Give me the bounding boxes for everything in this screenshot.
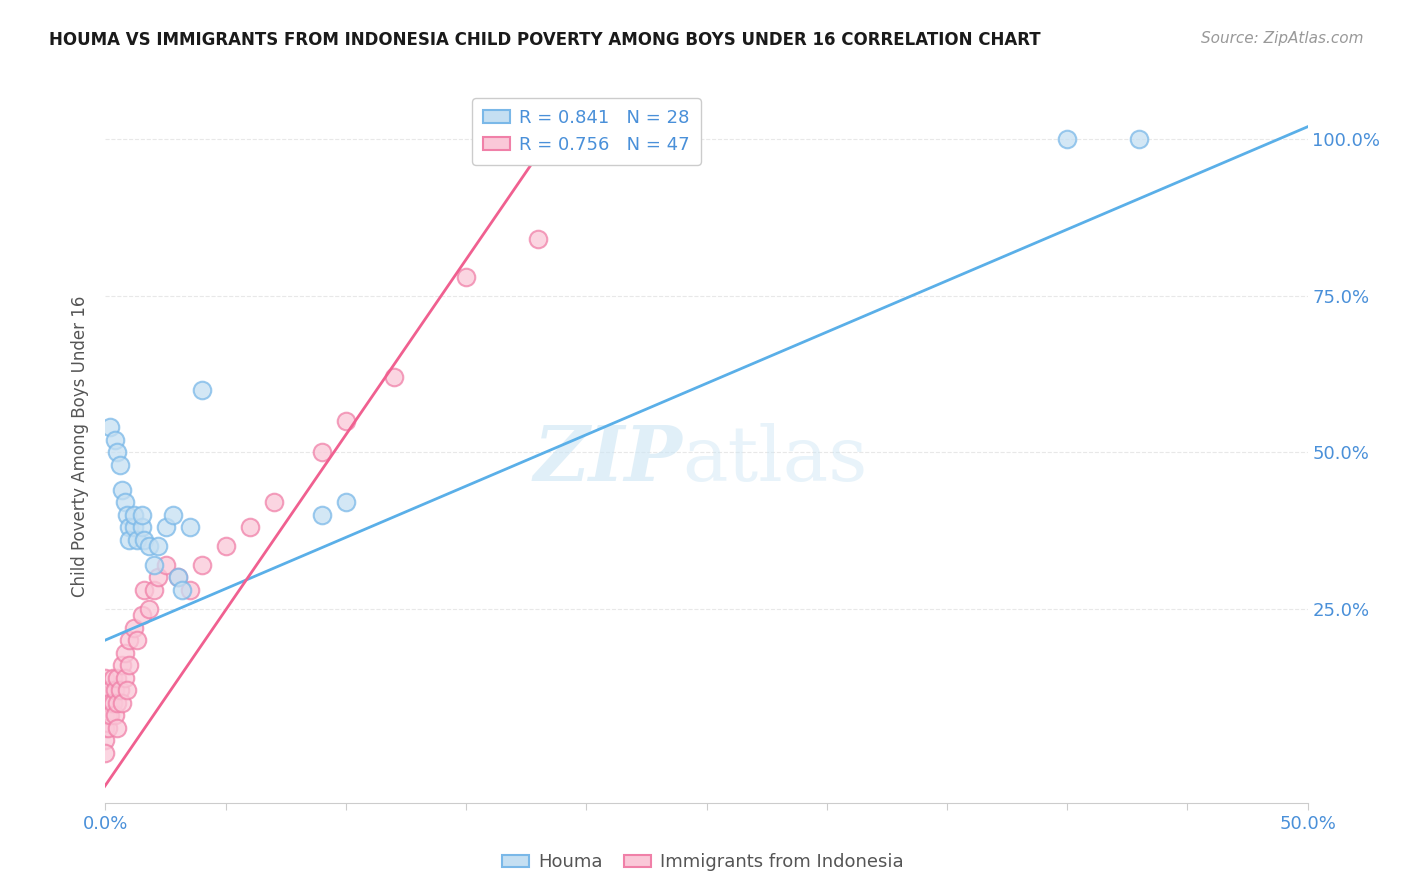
Point xyxy=(108,683,131,698)
Point xyxy=(108,458,131,472)
Point xyxy=(138,539,160,553)
Point xyxy=(104,433,127,447)
Text: HOUMA VS IMMIGRANTS FROM INDONESIA CHILD POVERTY AMONG BOYS UNDER 16 CORRELATION: HOUMA VS IMMIGRANTS FROM INDONESIA CHILD… xyxy=(49,31,1040,49)
Point xyxy=(94,746,117,760)
Point xyxy=(132,533,155,547)
Point xyxy=(115,683,138,698)
Point xyxy=(166,570,188,584)
Point xyxy=(125,533,148,547)
Point xyxy=(124,508,146,522)
Point xyxy=(118,533,141,547)
Point xyxy=(98,683,121,698)
Point xyxy=(1056,132,1078,146)
Point xyxy=(115,508,138,522)
Point xyxy=(148,539,170,553)
Point xyxy=(114,495,136,509)
Point xyxy=(118,520,141,534)
Point xyxy=(101,696,124,710)
Point xyxy=(107,671,129,685)
Point xyxy=(311,508,333,522)
Point xyxy=(527,232,550,246)
Point xyxy=(107,445,129,459)
Point xyxy=(94,683,117,698)
Point xyxy=(97,708,120,723)
Point xyxy=(97,721,120,735)
Point xyxy=(114,671,136,685)
Point xyxy=(94,721,117,735)
Point xyxy=(179,582,201,597)
Point xyxy=(263,495,285,509)
Point xyxy=(335,495,357,509)
Point xyxy=(111,658,134,673)
Point xyxy=(142,558,165,572)
Point xyxy=(111,696,134,710)
Point xyxy=(239,520,262,534)
Point xyxy=(114,646,136,660)
Point xyxy=(94,708,117,723)
Point xyxy=(190,558,212,572)
Point xyxy=(118,633,141,648)
Point xyxy=(148,570,170,584)
Point xyxy=(179,520,201,534)
Point xyxy=(94,696,117,710)
Point xyxy=(131,508,153,522)
Point xyxy=(98,708,121,723)
Legend: R = 0.841   N = 28, R = 0.756   N = 47: R = 0.841 N = 28, R = 0.756 N = 47 xyxy=(472,98,700,165)
Point xyxy=(454,270,477,285)
Legend: Houma, Immigrants from Indonesia: Houma, Immigrants from Indonesia xyxy=(495,847,911,879)
Point xyxy=(104,683,127,698)
Point xyxy=(132,582,155,597)
Point xyxy=(98,420,121,434)
Point xyxy=(335,414,357,428)
Point xyxy=(124,621,146,635)
Point xyxy=(311,445,333,459)
Point xyxy=(131,607,153,622)
Point xyxy=(214,539,236,553)
Text: atlas: atlas xyxy=(682,424,868,497)
Point xyxy=(94,733,117,747)
Point xyxy=(162,508,184,522)
Point xyxy=(111,483,134,497)
Point xyxy=(104,708,127,723)
Point xyxy=(125,633,148,648)
Text: ZIP: ZIP xyxy=(534,424,682,497)
Point xyxy=(166,570,188,584)
Point xyxy=(155,520,177,534)
Text: Source: ZipAtlas.com: Source: ZipAtlas.com xyxy=(1201,31,1364,46)
Point xyxy=(98,696,121,710)
Point xyxy=(172,582,194,597)
Point xyxy=(142,582,165,597)
Point xyxy=(124,520,146,534)
Point xyxy=(190,383,212,397)
Point xyxy=(382,370,405,384)
Y-axis label: Child Poverty Among Boys Under 16: Child Poverty Among Boys Under 16 xyxy=(72,295,90,597)
Point xyxy=(138,601,160,615)
Point xyxy=(1128,132,1150,146)
Point xyxy=(118,658,141,673)
Point xyxy=(101,671,124,685)
Point xyxy=(107,721,129,735)
Point xyxy=(107,696,129,710)
Point xyxy=(155,558,177,572)
Point xyxy=(94,671,117,685)
Point xyxy=(97,696,120,710)
Point xyxy=(131,520,153,534)
